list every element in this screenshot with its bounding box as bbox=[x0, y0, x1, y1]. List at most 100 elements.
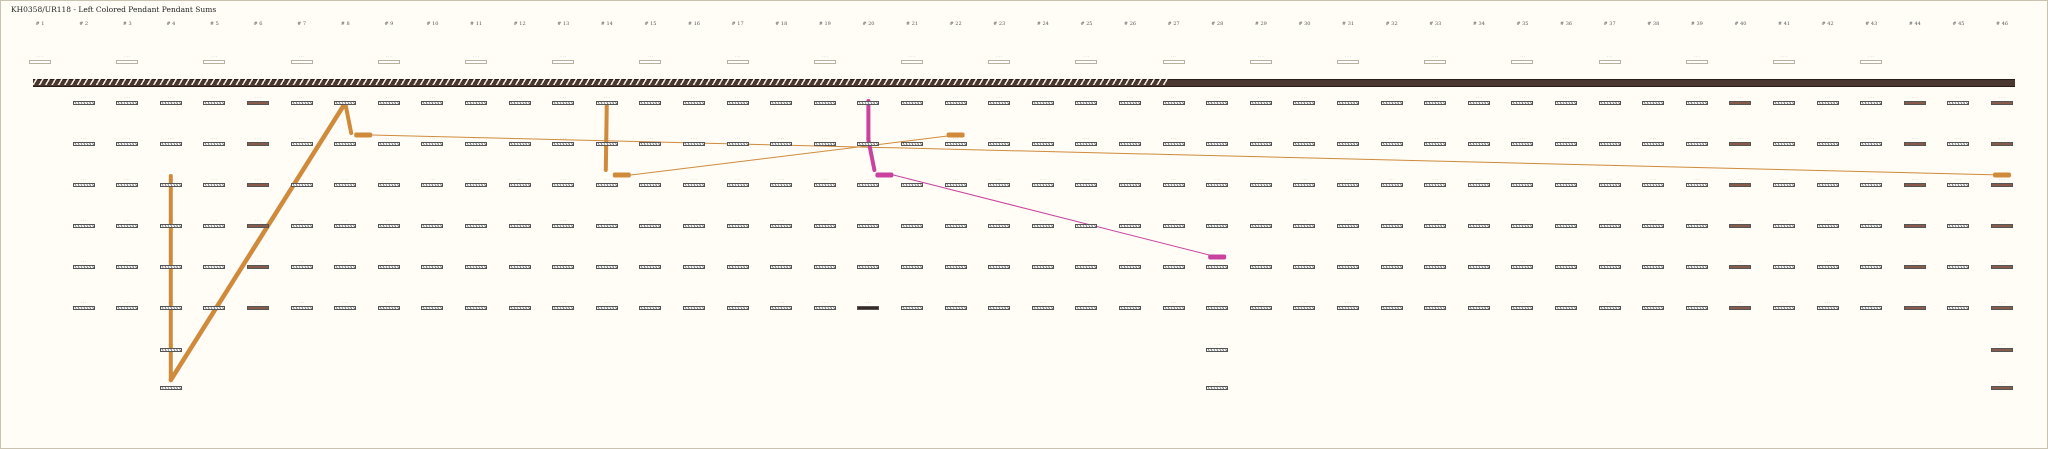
pendant-cord: · · · bbox=[500, 301, 540, 311]
top-cord: · · · bbox=[107, 55, 147, 65]
pendant-cord: · · · bbox=[1764, 137, 1804, 147]
cord-color-swatch bbox=[857, 101, 880, 105]
pendant-cord: · · · bbox=[1154, 301, 1194, 311]
pendant-cord: · · · bbox=[194, 301, 234, 311]
cord-color-swatch bbox=[1860, 60, 1883, 64]
pendant-cord: · · · bbox=[1808, 301, 1848, 311]
pendant-cord: · · · bbox=[1328, 96, 1368, 106]
pendant-cord: · · · bbox=[1938, 178, 1978, 188]
cord-color-swatch bbox=[1293, 101, 1316, 105]
pendant-cord: · · · bbox=[1066, 137, 1106, 147]
cord-color-swatch bbox=[552, 265, 575, 269]
pendant-cord: · · · bbox=[1023, 260, 1063, 270]
pendant-cord: · · · bbox=[936, 219, 976, 229]
pendant-cord: · · · bbox=[1720, 260, 1760, 270]
column-label: # 15 bbox=[644, 21, 657, 27]
column-label: # 28 bbox=[1211, 21, 1224, 27]
cord-color-swatch bbox=[1598, 60, 1621, 64]
column-label: # 37 bbox=[1603, 21, 1616, 27]
pendant-cord: · · · bbox=[1546, 301, 1586, 311]
column-label: # 46 bbox=[1995, 21, 2009, 27]
pendant-cord: · · · bbox=[805, 219, 845, 229]
pendant-cord: · · · bbox=[1677, 219, 1717, 229]
pendant-cord: · · · bbox=[1023, 178, 1063, 188]
pendant-cord: · · · bbox=[1808, 96, 1848, 106]
column-label: # 25 bbox=[1080, 21, 1093, 27]
cord-color-swatch bbox=[813, 142, 836, 146]
pendant-cord: · · · bbox=[1895, 96, 1935, 106]
pendant-cord: · · · bbox=[674, 96, 714, 106]
cord-color-swatch bbox=[1642, 224, 1665, 228]
pendant-cord: · · · bbox=[1241, 178, 1281, 188]
pendant-cord: · · · bbox=[1241, 219, 1281, 229]
cord-color-swatch bbox=[1075, 60, 1098, 64]
pendant-cord: · · · bbox=[1546, 96, 1586, 106]
cord-color-swatch bbox=[116, 265, 139, 269]
cord-color-swatch bbox=[1293, 265, 1316, 269]
cord-color-swatch bbox=[1206, 306, 1229, 310]
pendant-cord: · · · bbox=[1677, 178, 1717, 188]
pendant-cord: · · · bbox=[282, 260, 322, 270]
pendant-cord: · · · bbox=[1415, 178, 1455, 188]
pendant-cord: · · · bbox=[1982, 137, 2022, 147]
pendant-cord: · · · bbox=[543, 301, 583, 311]
pendant-cord: · · · bbox=[1502, 260, 1542, 270]
pendant-cord: · · · bbox=[107, 219, 147, 229]
pendant-cord: · · · bbox=[979, 260, 1019, 270]
cord-color-swatch bbox=[247, 306, 269, 310]
pendant-cord: · · · bbox=[1938, 260, 1978, 270]
cord-color-swatch bbox=[813, 60, 836, 64]
pendant-cord: · · · bbox=[1764, 178, 1804, 188]
cord-color-swatch bbox=[1467, 224, 1490, 228]
column-label: # 9 bbox=[384, 21, 394, 27]
cord-color-swatch bbox=[1031, 306, 1054, 310]
cord-color-swatch bbox=[1380, 183, 1403, 187]
pendant-cord: · · · bbox=[1110, 178, 1150, 188]
cord-color-swatch bbox=[1598, 224, 1621, 228]
cord-color-swatch bbox=[552, 224, 575, 228]
column-label: # 20 bbox=[862, 21, 875, 27]
pendant-cord: · · · bbox=[1633, 301, 1673, 311]
cord-color-swatch bbox=[290, 306, 313, 310]
pendant-cord: · · · bbox=[1938, 219, 1978, 229]
pendant-cord: · · · bbox=[718, 96, 758, 106]
cord-color-swatch bbox=[1729, 101, 1752, 105]
cord-color-swatch bbox=[72, 265, 95, 269]
pendant-cord: · · · bbox=[1851, 96, 1891, 106]
pendant-cord: · · · bbox=[1502, 301, 1542, 311]
pendant-cord: · · · bbox=[1895, 178, 1935, 188]
cord-color-swatch bbox=[1337, 60, 1359, 64]
column-label: # 29 bbox=[1254, 21, 1267, 27]
pendant-cord: · · · bbox=[718, 260, 758, 270]
cord-color-swatch bbox=[1642, 306, 1665, 310]
pendant-cord: · · · bbox=[412, 260, 452, 270]
pendant-cord: · · · bbox=[1677, 137, 1717, 147]
cord-color-swatch bbox=[290, 183, 313, 187]
top-cord: · · · bbox=[1154, 55, 1194, 65]
cord-color-swatch bbox=[944, 265, 967, 269]
cord-color-swatch bbox=[508, 183, 531, 187]
pendant-cord: · · · bbox=[1241, 96, 1281, 106]
sum-link-line bbox=[371, 134, 2003, 176]
pendant-cord: · · · bbox=[325, 219, 365, 229]
cord-color-swatch bbox=[1424, 101, 1447, 105]
cord-color-swatch bbox=[1511, 101, 1534, 105]
pendant-cord: · · · bbox=[1590, 137, 1630, 147]
cord-color-swatch bbox=[1773, 101, 1795, 105]
cord-color-swatch bbox=[1031, 183, 1054, 187]
cord-color-swatch bbox=[1467, 101, 1490, 105]
cord-color-swatch bbox=[1816, 224, 1839, 228]
cord-color-swatch bbox=[683, 142, 705, 146]
pendant-cord: · · · bbox=[1197, 260, 1237, 270]
pendant-cord: · · · bbox=[1590, 219, 1630, 229]
pendant-cord: · · · bbox=[674, 219, 714, 229]
cord-color-swatch bbox=[465, 101, 487, 105]
cord-color-swatch bbox=[1555, 101, 1577, 105]
cord-color-swatch bbox=[1467, 183, 1490, 187]
pendant-cord: · · · bbox=[238, 301, 278, 311]
cord-color-swatch bbox=[1206, 348, 1229, 352]
cord-color-swatch bbox=[159, 265, 182, 269]
cord-color-swatch bbox=[639, 224, 662, 228]
pendant-cord: · · · bbox=[456, 96, 496, 106]
cord-color-swatch bbox=[1773, 60, 1795, 64]
